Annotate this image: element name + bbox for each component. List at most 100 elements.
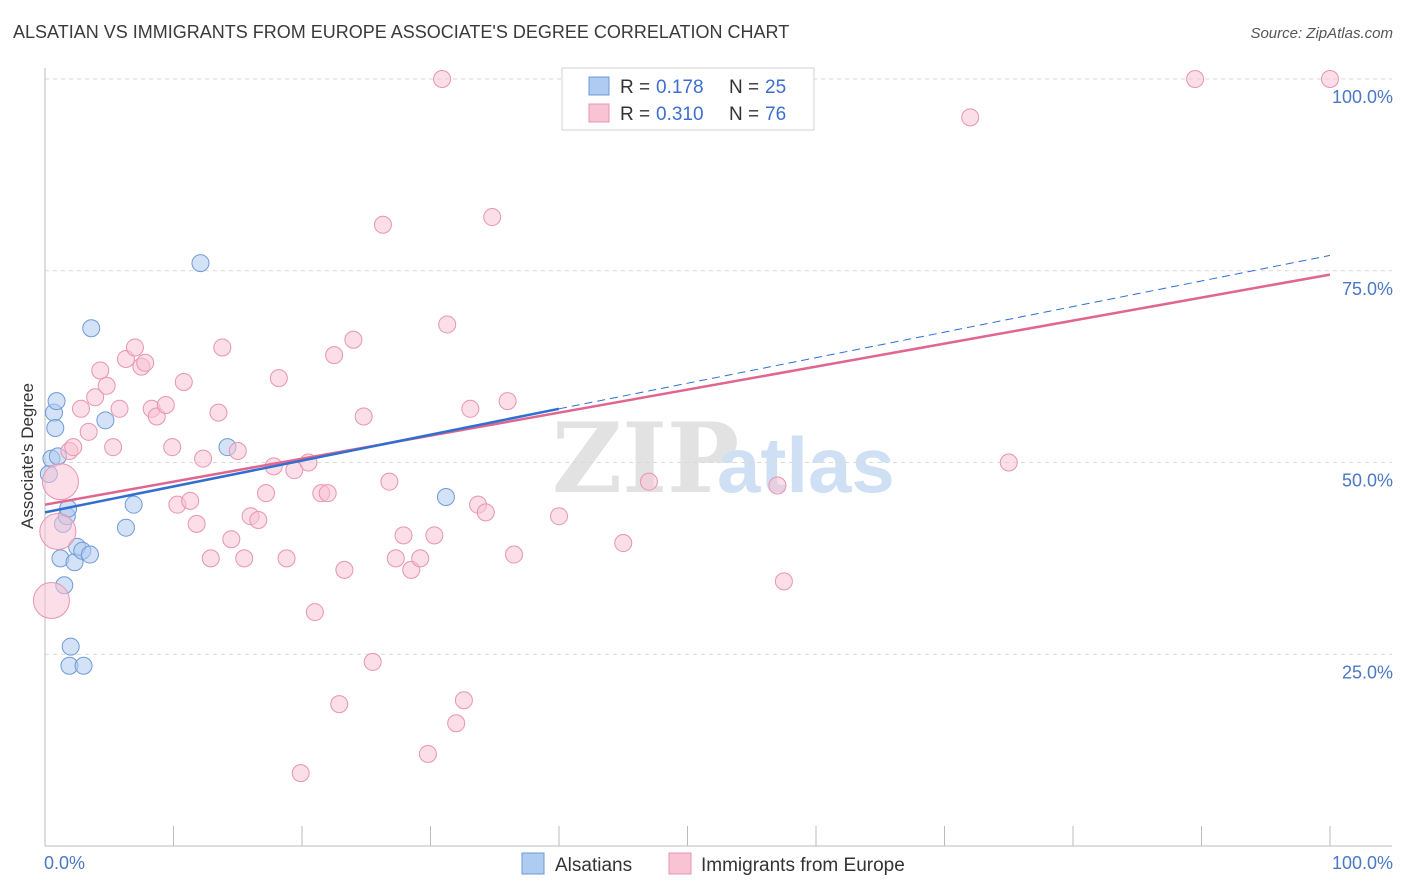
point-alsatians	[80, 545, 99, 564]
series-legend-label-immigrants: Immigrants from Europe	[701, 855, 905, 876]
y-tick-label: 50.0%	[1342, 471, 1393, 491]
watermark-atlas: atlas	[717, 421, 895, 509]
legend-n-label-immigrants: N =	[729, 104, 759, 125]
point-immigrants	[505, 545, 524, 564]
point-immigrants	[461, 399, 480, 418]
point-immigrants	[209, 403, 228, 422]
point-immigrants	[201, 549, 220, 568]
point-immigrants	[91, 361, 110, 380]
y-tick-label: 25.0%	[1342, 662, 1393, 682]
point-immigrants	[277, 549, 296, 568]
trend-line-alsatians	[44, 407, 560, 514]
legend-r-value-alsatians: 0.178	[656, 77, 704, 98]
point-immigrants	[639, 472, 658, 491]
watermark: ZIP atlas	[552, 402, 895, 515]
point-immigrants	[476, 503, 495, 522]
point-immigrants	[999, 453, 1018, 472]
series-legend-swatch-alsatians	[521, 852, 545, 875]
point-immigrants	[156, 395, 175, 414]
point-immigrants	[136, 353, 155, 372]
point-immigrants	[425, 526, 444, 545]
legend-n-label-alsatians: N =	[729, 77, 759, 98]
point-immigrants	[373, 215, 392, 234]
series-legend-label-alsatians: Alsatians	[555, 855, 632, 876]
point-immigrants	[354, 407, 373, 426]
point-immigrants	[194, 449, 213, 468]
x-tick-label: 100.0%	[1332, 853, 1393, 873]
point-alsatians	[124, 495, 143, 514]
point-immigrants	[768, 476, 787, 495]
point-immigrants	[330, 695, 349, 714]
trend-layer	[44, 254, 1331, 514]
trend-line-immigrants	[44, 273, 1331, 506]
point-immigrants	[32, 582, 70, 620]
point-immigrants	[249, 511, 268, 530]
point-immigrants	[187, 514, 206, 533]
point-alsatians	[61, 637, 80, 656]
point-immigrants	[222, 530, 241, 549]
point-immigrants	[1321, 70, 1339, 88]
y-tick-label: 75.0%	[1342, 279, 1393, 299]
point-immigrants	[344, 330, 363, 349]
legend-n-value-immigrants: 76	[765, 104, 786, 125]
point-immigrants	[86, 388, 105, 407]
point-immigrants	[41, 463, 79, 501]
point-immigrants	[418, 744, 437, 763]
point-immigrants	[411, 549, 430, 568]
point-immigrants	[71, 399, 90, 418]
point-immigrants	[433, 70, 452, 88]
point-immigrants	[269, 369, 288, 388]
legend-r-label-alsatians: R =	[620, 77, 650, 98]
point-immigrants	[163, 438, 182, 457]
point-immigrants	[483, 208, 502, 227]
point-immigrants	[291, 764, 310, 783]
point-immigrants	[110, 399, 129, 418]
point-immigrants	[228, 441, 247, 460]
point-alsatians	[74, 656, 93, 675]
point-alsatians	[436, 488, 455, 507]
point-alsatians	[82, 319, 101, 338]
y-axis-label: Associate's Degree	[18, 383, 37, 529]
point-immigrants	[104, 438, 123, 457]
point-immigrants	[257, 484, 276, 503]
point-immigrants	[454, 691, 473, 710]
series-legend: Alsatians Immigrants from Europe	[521, 852, 905, 876]
point-immigrants	[181, 491, 200, 510]
point-immigrants	[325, 346, 344, 365]
point-immigrants	[335, 560, 354, 579]
point-immigrants	[318, 484, 337, 503]
legend-swatch-immigrants	[588, 103, 610, 123]
chart-source: Source: ZipAtlas.com	[1250, 25, 1393, 42]
chart-title: ALSATIAN VS IMMIGRANTS FROM EUROPE ASSOC…	[13, 22, 789, 42]
point-alsatians	[47, 392, 66, 411]
point-immigrants	[498, 392, 517, 411]
y-tick-label: 100.0%	[1332, 87, 1393, 107]
point-immigrants	[386, 549, 405, 568]
point-immigrants	[961, 108, 980, 127]
stats-legend: R = 0.178 N = 25 R = 0.310 N = 76	[561, 67, 815, 131]
watermark-zip: ZIP	[552, 402, 739, 515]
point-alsatians	[96, 411, 115, 430]
points-layer	[32, 70, 1339, 783]
point-immigrants	[394, 526, 413, 545]
point-alsatians	[116, 518, 135, 537]
point-immigrants	[305, 603, 324, 622]
legend-swatch-alsatians	[588, 76, 610, 96]
point-immigrants	[447, 714, 466, 733]
point-immigrants	[64, 438, 83, 457]
point-alsatians	[191, 254, 210, 273]
series-legend-swatch-immigrants	[668, 852, 692, 875]
point-immigrants	[79, 422, 98, 441]
point-alsatians	[46, 418, 65, 437]
point-immigrants	[125, 338, 144, 357]
point-immigrants	[614, 534, 633, 553]
point-immigrants	[774, 572, 793, 591]
grid-layer	[45, 78, 1392, 655]
point-immigrants	[97, 376, 116, 395]
x-tick-label: 0.0%	[44, 853, 85, 873]
point-immigrants	[174, 372, 193, 391]
point-immigrants	[39, 513, 77, 551]
point-immigrants	[363, 652, 382, 671]
trend-line-alsatians-extension	[558, 254, 1331, 410]
